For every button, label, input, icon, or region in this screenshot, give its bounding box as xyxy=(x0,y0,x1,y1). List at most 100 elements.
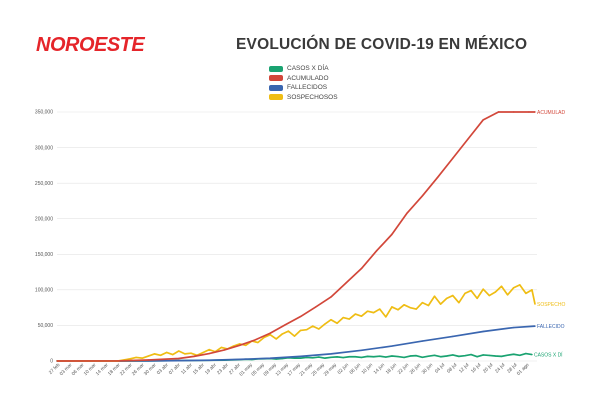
data-point xyxy=(525,352,527,355)
data-point xyxy=(519,354,521,357)
x-tick-label: 08 jul xyxy=(446,362,458,374)
data-point xyxy=(269,357,271,359)
data-point xyxy=(433,354,436,357)
data-point xyxy=(467,138,469,140)
data-point xyxy=(141,357,143,359)
x-tick-label: 12 jul xyxy=(458,362,470,374)
data-point xyxy=(245,344,247,347)
data-point xyxy=(360,349,363,352)
data-point xyxy=(220,346,223,349)
data-point xyxy=(238,358,241,361)
data-point xyxy=(117,360,119,362)
x-tick-label: 03 abr xyxy=(156,362,170,376)
data-point xyxy=(482,288,484,290)
y-tick-label: 0 xyxy=(50,359,53,365)
legend-swatch xyxy=(269,65,283,72)
data-point xyxy=(391,233,393,236)
data-point xyxy=(135,356,137,359)
data-point xyxy=(287,330,290,332)
data-point xyxy=(464,354,466,357)
data-point xyxy=(397,355,399,358)
data-point xyxy=(281,333,283,335)
data-point xyxy=(178,350,180,352)
data-point xyxy=(482,330,484,333)
data-point xyxy=(348,318,350,320)
y-axis-ticks: 0 50,000 100,000 150,000 200,000 250,000 300,0… xyxy=(35,110,53,365)
data-point xyxy=(531,289,533,291)
chart-title: EVOLUCIÓN DE COVID-19 EN MÉXICO xyxy=(236,36,528,53)
data-point xyxy=(184,353,186,355)
data-point xyxy=(284,324,287,326)
x-tick-label: 10 jun xyxy=(361,362,375,376)
legend-item[interactable]: FALLECIDOS xyxy=(269,83,338,92)
data-point xyxy=(500,355,503,358)
data-point xyxy=(330,319,332,321)
y-tick-label: 100,000 xyxy=(35,288,53,294)
data-point xyxy=(342,316,344,319)
data-point xyxy=(318,328,320,330)
data-point xyxy=(494,355,497,357)
data-point xyxy=(208,359,210,361)
data-point xyxy=(427,355,430,357)
data-point xyxy=(305,356,308,359)
data-point xyxy=(193,355,195,358)
legend-swatch xyxy=(269,84,283,91)
data-point xyxy=(421,356,424,359)
data-point xyxy=(391,345,393,347)
x-tick-label: 30 jun xyxy=(421,362,435,376)
data-point xyxy=(446,297,448,300)
data-point xyxy=(257,341,259,344)
legend-label: CASOS X DÍA xyxy=(287,65,329,72)
y-tick-label: 250,000 xyxy=(35,181,53,187)
data-point xyxy=(421,195,424,197)
x-tick-label: 30 mar xyxy=(143,362,158,377)
x-tick-label: 22 jun xyxy=(397,362,411,376)
data-point xyxy=(360,315,363,317)
legend-label: FALLECIDOS xyxy=(287,84,328,91)
x-tick-label: 14 jun xyxy=(373,362,387,376)
data-point xyxy=(147,359,150,361)
y-tick-label: 200,000 xyxy=(35,216,53,222)
data-point xyxy=(506,294,509,296)
x-tick-label: 20 jul xyxy=(482,362,494,374)
data-point xyxy=(500,285,503,287)
data-point xyxy=(512,326,515,329)
data-point xyxy=(436,176,439,179)
legend-item[interactable]: SOSPECHOSOS xyxy=(269,93,338,102)
data-point xyxy=(512,353,515,355)
data-point xyxy=(409,306,411,309)
data-point xyxy=(452,354,454,356)
data-point xyxy=(446,355,448,357)
legend-item[interactable]: ACUMULADO xyxy=(269,74,338,83)
legend-item[interactable]: CASOS X DÍA xyxy=(269,64,338,73)
data-point xyxy=(159,354,162,357)
legend-swatch xyxy=(269,94,283,100)
data-point xyxy=(147,355,150,357)
data-point xyxy=(324,323,326,325)
y-tick-label: 150,000 xyxy=(35,252,53,258)
data-point xyxy=(519,284,521,286)
series-line-1 xyxy=(56,111,535,362)
x-tick-label: 18 jun xyxy=(385,362,399,376)
data-point xyxy=(379,308,381,310)
grid-lines xyxy=(57,111,537,362)
data-point xyxy=(360,356,363,359)
data-point xyxy=(433,295,436,297)
data-point xyxy=(336,322,338,324)
data-point xyxy=(421,340,424,342)
data-point xyxy=(439,356,442,358)
data-point xyxy=(238,344,241,347)
data-point xyxy=(372,311,375,314)
x-tick-label: 04 jul xyxy=(434,362,446,374)
data-point xyxy=(56,360,58,362)
series-end-label: ACUMULAD xyxy=(537,110,565,116)
data-point xyxy=(254,339,256,341)
data-point xyxy=(190,352,192,354)
x-tick-label: 26 jun xyxy=(409,362,423,376)
data-point xyxy=(375,250,378,252)
data-point xyxy=(512,287,515,289)
data-point xyxy=(406,212,408,214)
data-point xyxy=(488,354,491,357)
